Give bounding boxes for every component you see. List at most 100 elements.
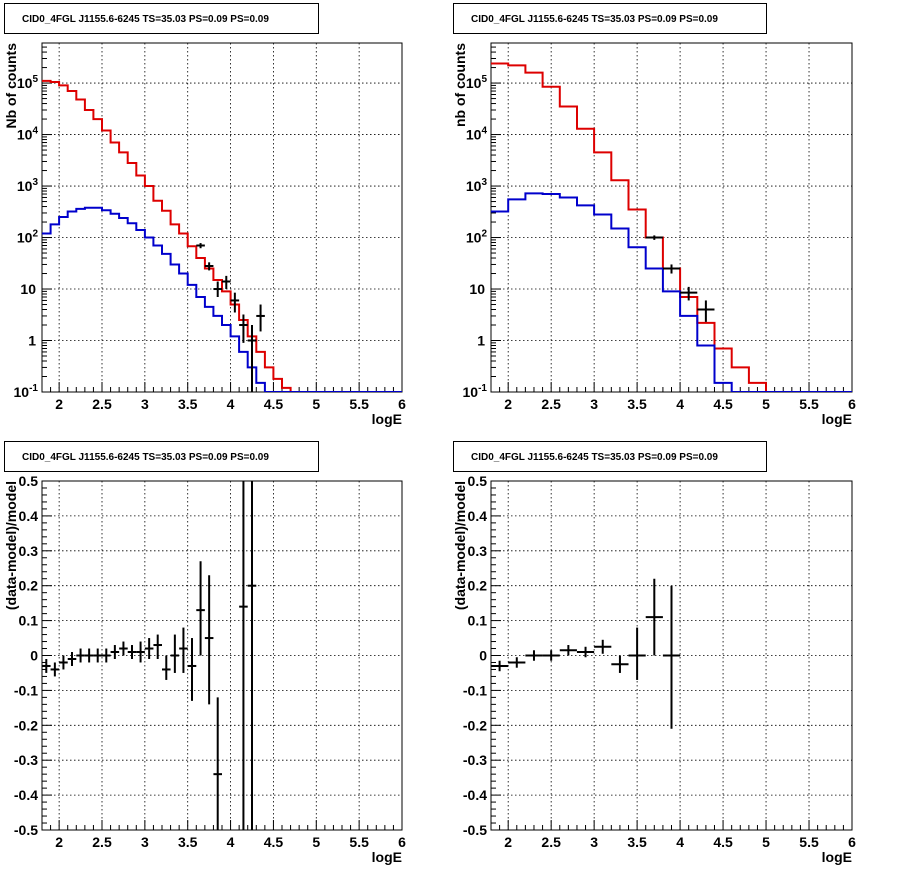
data-point bbox=[662, 585, 681, 729]
x-tick-label: 5 bbox=[312, 396, 320, 412]
data-point bbox=[119, 641, 128, 656]
y-axis-label: Nb of counts bbox=[3, 43, 19, 129]
panel-p2: CID0_4FGL J1155.6-6245 TS=35.03 PS=0.09 … bbox=[452, 3, 856, 427]
y-tick-label: -0.1 bbox=[14, 682, 38, 698]
x-tick-label: 4 bbox=[227, 396, 235, 412]
grid bbox=[491, 43, 852, 392]
data-point bbox=[697, 300, 715, 322]
x-tick-label: 5.5 bbox=[799, 834, 819, 850]
data-point bbox=[42, 658, 51, 673]
x-tick-label: 2 bbox=[55, 834, 63, 850]
title-box bbox=[453, 441, 767, 472]
y-axis-label: (data-model)/model bbox=[452, 481, 468, 610]
series-group bbox=[42, 481, 257, 830]
x-tick-label: 3 bbox=[141, 396, 149, 412]
panel-p3: CID0_4FGL J1155.6-6245 TS=35.03 PS=0.09 … bbox=[3, 441, 406, 865]
y-tick-label: -0.5 bbox=[463, 822, 487, 838]
x-tick-label: 3.5 bbox=[178, 834, 198, 850]
x-axis-label: logE bbox=[372, 411, 402, 427]
data-point bbox=[247, 325, 257, 392]
data-point bbox=[93, 648, 102, 663]
data-point bbox=[170, 634, 180, 673]
data-point bbox=[196, 243, 205, 249]
x-tick-label: 2.5 bbox=[92, 834, 112, 850]
y-tick-label: 102 bbox=[466, 229, 488, 246]
y-tick-label: -0.2 bbox=[14, 717, 38, 733]
data-point bbox=[662, 264, 681, 274]
ticks bbox=[490, 42, 853, 393]
x-tick-label: 5.5 bbox=[349, 396, 369, 412]
data-point bbox=[680, 286, 698, 301]
data-point bbox=[102, 648, 111, 663]
series-group bbox=[491, 62, 852, 392]
data-point bbox=[239, 481, 248, 830]
panel-p1: CID0_4FGL J1155.6-6245 TS=35.03 PS=0.09 … bbox=[3, 3, 406, 427]
ticks bbox=[490, 480, 853, 831]
y-tick-label: 104 bbox=[17, 126, 39, 143]
y-tick-label: -0.3 bbox=[463, 752, 487, 768]
data-point bbox=[247, 481, 257, 830]
ticks bbox=[41, 480, 403, 831]
y-axis-label: nb of counts bbox=[452, 43, 468, 127]
model-total-line bbox=[491, 62, 852, 392]
y-tick-label: 10 bbox=[469, 281, 485, 297]
data-point bbox=[59, 655, 68, 670]
data-point bbox=[542, 650, 560, 661]
data-point bbox=[162, 655, 171, 680]
grid bbox=[42, 43, 402, 392]
model-source-line bbox=[42, 206, 402, 392]
title-box bbox=[4, 3, 319, 34]
data-point bbox=[559, 645, 577, 656]
data-point bbox=[144, 638, 154, 659]
x-tick-label: 2.5 bbox=[541, 396, 561, 412]
y-tick-label: 103 bbox=[466, 177, 488, 194]
x-tick-label: 4.5 bbox=[264, 396, 284, 412]
x-tick-label: 5 bbox=[762, 834, 770, 850]
chart-title: CID0_4FGL J1155.6-6245 TS=35.03 PS=0.09 … bbox=[471, 14, 718, 25]
x-tick-label: 4.5 bbox=[713, 834, 733, 850]
x-tick-label: 6 bbox=[848, 396, 856, 412]
series-group bbox=[491, 578, 681, 729]
chart-title: CID0_4FGL J1155.6-6245 TS=35.03 PS=0.09 … bbox=[471, 452, 718, 463]
data-point bbox=[153, 634, 162, 659]
x-tick-label: 2 bbox=[504, 834, 512, 850]
data-point bbox=[84, 648, 94, 663]
data-point bbox=[127, 645, 137, 659]
x-tick-label: 4 bbox=[227, 834, 235, 850]
data-point bbox=[76, 648, 85, 663]
grid bbox=[42, 481, 402, 830]
y-tick-label: -0.4 bbox=[463, 787, 487, 803]
x-tick-label: 5.5 bbox=[799, 396, 819, 412]
data-point bbox=[179, 627, 188, 673]
y-tick-label: 0.2 bbox=[468, 578, 488, 594]
data-point bbox=[50, 662, 60, 677]
data-point bbox=[196, 561, 205, 656]
x-tick-label: 5 bbox=[312, 834, 320, 850]
y-tick-label: 105 bbox=[466, 74, 488, 91]
series-group bbox=[42, 79, 402, 392]
data-point bbox=[594, 639, 612, 654]
data-point bbox=[611, 655, 629, 673]
x-tick-label: 2 bbox=[504, 396, 512, 412]
x-tick-label: 3.5 bbox=[627, 834, 647, 850]
y-tick-label: -0.2 bbox=[463, 717, 487, 733]
data-point bbox=[204, 262, 214, 271]
data-point bbox=[628, 627, 646, 680]
panel-p4: CID0_4FGL J1155.6-6245 TS=35.03 PS=0.09 … bbox=[452, 441, 856, 865]
x-tick-label: 3 bbox=[590, 396, 598, 412]
plot-frame bbox=[41, 42, 403, 393]
x-tick-label: 4 bbox=[676, 396, 684, 412]
x-axis-label: logE bbox=[372, 849, 402, 865]
ticks bbox=[41, 42, 403, 393]
y-tick-label: 104 bbox=[466, 126, 488, 143]
data-point bbox=[645, 235, 663, 240]
x-tick-label: 6 bbox=[398, 834, 406, 850]
y-tick-label: 1 bbox=[28, 333, 36, 349]
title-box bbox=[453, 3, 767, 34]
data-point bbox=[239, 314, 248, 343]
x-tick-label: 6 bbox=[398, 396, 406, 412]
data-point bbox=[213, 281, 222, 297]
y-axis-label: (data-model)/model bbox=[3, 481, 19, 610]
data-point bbox=[576, 646, 595, 658]
